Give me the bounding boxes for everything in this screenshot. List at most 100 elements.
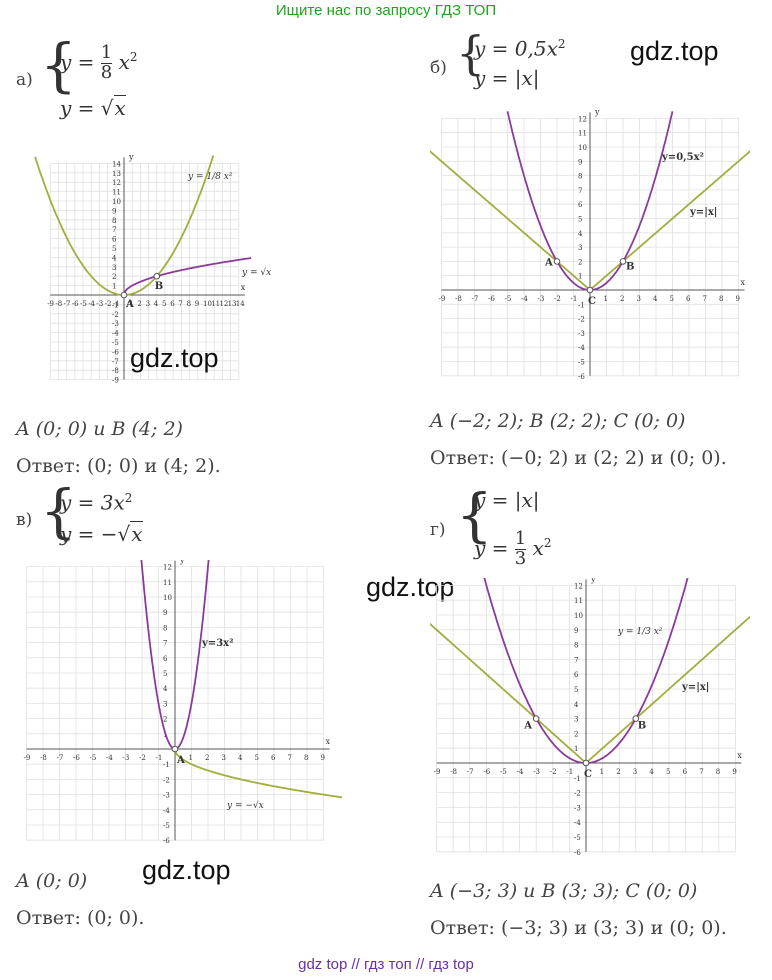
label-d: г) <box>430 520 446 540</box>
x-tick-label: -1 <box>571 295 578 303</box>
x-tick-label: -3 <box>533 768 540 776</box>
y-tick-label: 1 <box>112 283 116 291</box>
y-tick-label: 11 <box>574 597 583 605</box>
y-tick-label: 8 <box>112 217 116 225</box>
y-tick-label: -6 <box>574 849 581 857</box>
y-tick-label: -2 <box>112 311 119 319</box>
x-tick-label: 3 <box>146 300 150 308</box>
x-tick-label: -8 <box>455 295 462 303</box>
x-tick-label: 8 <box>719 295 723 303</box>
curve-label-neg-root: y = −√x <box>226 800 264 811</box>
x-tick-label: 9 <box>195 300 199 308</box>
system-c-eq2: y = −√x <box>60 521 143 546</box>
x-tick-label: -5 <box>80 300 87 308</box>
y-tick-label: -3 <box>578 330 585 338</box>
y-tick-label: 3 <box>163 700 167 708</box>
x-tick-label: -4 <box>521 295 528 303</box>
y-tick-label: -5 <box>578 359 585 367</box>
y-tick-label: 11 <box>112 189 121 197</box>
y-tick-label: 9 <box>574 627 578 635</box>
x-tick-label: 1 <box>604 295 608 303</box>
y-tick-label: 7 <box>574 656 578 664</box>
x-tick-label: 8 <box>716 768 720 776</box>
y-tick-label: -1 <box>112 301 119 309</box>
y-tick-label: 12 <box>163 564 172 572</box>
label-b: б) <box>430 58 447 78</box>
x-tick-label: 1 <box>189 754 193 762</box>
curve-label-parabola: y=0,5x² <box>661 152 704 163</box>
x-axis-label: x <box>326 737 331 746</box>
point-label-b: B <box>155 281 163 292</box>
x-tick-label: -6 <box>483 768 490 776</box>
curve-label-parabola: y=3x² <box>201 638 234 649</box>
x-tick-label: -9 <box>434 768 441 776</box>
x-tick-label: -4 <box>88 300 95 308</box>
point-label-a: A <box>176 755 185 766</box>
x-tick-label: 7 <box>178 300 182 308</box>
x-tick-label: 5 <box>255 754 259 762</box>
x-tick-label: 2 <box>137 300 141 308</box>
x-tick-label: -3 <box>538 295 545 303</box>
y-tick-label: 8 <box>578 173 582 181</box>
y-tick-label: 10 <box>163 594 172 602</box>
x-tick-label: 4 <box>238 754 243 762</box>
x-tick-label: 8 <box>304 754 308 762</box>
graph-b: xy-9 -8 -7 -6 -5 -4 -3 -2 -1 1 2 3 4 5 6 7 8 9-6-5-4-3-2-… <box>430 107 750 381</box>
point-b <box>632 715 640 722</box>
y-tick-label: 7 <box>112 226 116 234</box>
x-tick-label: -9 <box>47 300 54 308</box>
label-c: в) <box>16 510 33 530</box>
x-axis-label: x <box>241 283 246 292</box>
y-axis-label: y <box>594 107 600 116</box>
x-tick-label: 9 <box>321 754 325 762</box>
x-tick-label: 6 <box>686 295 691 303</box>
brace-d: { <box>456 481 493 549</box>
x-tick-label: 5 <box>162 300 166 308</box>
y-tick-label: -9 <box>112 377 119 385</box>
point-label-a: A <box>544 257 553 268</box>
y-tick-label: 6 <box>578 201 583 209</box>
x-tick-label: 2 <box>620 295 624 303</box>
y-tick-label: -5 <box>574 834 581 842</box>
y-tick-label: 6 <box>163 655 168 663</box>
x-tick-label: -2 <box>105 300 112 308</box>
x-tick-label: 14 <box>236 300 245 308</box>
y-tick-label: 10 <box>574 612 583 620</box>
answer-c: Ответ: (0; 0). <box>16 907 145 929</box>
y-tick-label: 10 <box>578 144 587 152</box>
watermark-a: gdz.top <box>130 343 219 373</box>
point-label-c: C <box>584 769 592 780</box>
y-tick-label: 9 <box>112 207 116 215</box>
x-tick-label: -8 <box>40 754 47 762</box>
x-tick-label: -2 <box>554 295 561 303</box>
answer-d: Ответ: (−3; 3) и (3; 3) и (0; 0). <box>430 917 727 939</box>
y-tick-label: -6 <box>578 373 585 381</box>
x-tick-label: 3 <box>633 768 637 776</box>
x-tick-label: -7 <box>64 300 71 308</box>
system-d-eq1: y = |x| <box>474 488 540 512</box>
y-tick-label: 8 <box>163 624 167 632</box>
y-tick-label: 5 <box>574 686 578 694</box>
watermark-c: gdz.top <box>142 855 231 885</box>
y-tick-label: 12 <box>112 179 121 187</box>
y-tick-label: 8 <box>574 642 578 650</box>
x-tick-label: -5 <box>505 295 512 303</box>
y-tick-label: 9 <box>163 609 167 617</box>
point-a <box>120 291 128 299</box>
points-d: A (−3; 3) и B (3; 3); C (0; 0) <box>430 880 698 902</box>
x-tick-label: -9 <box>439 295 446 303</box>
point-c <box>582 759 590 767</box>
x-tick-label: -7 <box>467 768 474 776</box>
x-tick-label: -6 <box>73 754 80 762</box>
y-tick-label: 2 <box>578 258 582 266</box>
y-tick-label: 3 <box>112 264 116 272</box>
y-tick-label: 9 <box>578 158 582 166</box>
x-tick-label: 10 <box>203 300 212 308</box>
y-tick-label: 6 <box>574 671 579 679</box>
y-tick-label: -2 <box>578 316 585 324</box>
y-axis-label: y <box>179 560 185 565</box>
point-a <box>532 715 540 722</box>
x-tick-label: 4 <box>649 768 654 776</box>
watermark-d: gdz.top <box>366 572 455 602</box>
